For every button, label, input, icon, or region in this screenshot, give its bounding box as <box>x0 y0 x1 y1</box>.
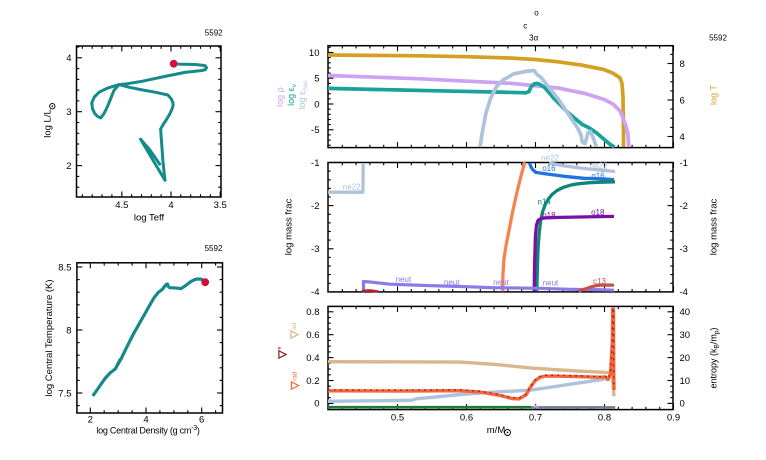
svg-text:0: 0 <box>680 399 685 410</box>
svg-text:o16: o16 <box>591 171 605 180</box>
svg-text:-3: -3 <box>680 244 688 255</box>
svg-text:*: * <box>276 346 286 350</box>
svg-text:entropy (kB/mp): entropy (kB/mp) <box>709 328 721 389</box>
svg-text:-2: -2 <box>680 201 688 212</box>
svg-text:log T: log T <box>709 85 719 105</box>
svg-text:-1: -1 <box>680 158 688 169</box>
svg-text:-3: -3 <box>311 244 319 255</box>
svg-text:30: 30 <box>680 330 691 341</box>
svg-text:ad: ad <box>291 322 298 330</box>
svg-text:0.4: 0.4 <box>306 353 319 364</box>
svg-text:20: 20 <box>680 353 691 364</box>
svg-text:c13: c13 <box>593 277 606 286</box>
svg-text:log Central Temperature (K): log Central Temperature (K) <box>44 279 55 396</box>
svg-text:3α: 3α <box>529 33 538 42</box>
svg-text:-2: -2 <box>311 201 319 212</box>
svg-text:5592: 5592 <box>205 28 223 37</box>
svg-text:o: o <box>534 8 539 17</box>
svg-text:o16: o16 <box>542 164 556 173</box>
svg-text:c: c <box>523 22 527 31</box>
svg-text:log Teff: log Teff <box>134 213 165 224</box>
svg-text:ne22: ne22 <box>541 154 559 163</box>
svg-text:neut: neut <box>493 278 509 287</box>
svg-text:4: 4 <box>680 132 685 143</box>
svg-text:neut: neut <box>444 278 460 287</box>
svg-text:0.7: 0.7 <box>529 413 542 424</box>
svg-text:m/M: m/M <box>487 425 506 436</box>
svg-text:0: 0 <box>314 399 319 410</box>
svg-text:neut: neut <box>543 279 559 288</box>
svg-text:o18: o18 <box>591 208 605 217</box>
svg-text:5: 5 <box>314 74 319 85</box>
svg-text:4: 4 <box>168 200 173 211</box>
svg-text:-5: -5 <box>311 125 319 136</box>
svg-text:5592: 5592 <box>709 33 727 42</box>
svg-text:0: 0 <box>314 99 319 110</box>
svg-text:10: 10 <box>309 48 320 59</box>
svg-text:4.5: 4.5 <box>115 200 128 211</box>
svg-text:0.8: 0.8 <box>598 413 611 424</box>
svg-text:log ρ: log ρ <box>275 87 285 107</box>
svg-text:o18: o18 <box>542 211 556 220</box>
svg-text:7.5: 7.5 <box>58 388 71 399</box>
svg-text:2: 2 <box>66 161 71 172</box>
svg-text:0.5: 0.5 <box>391 413 404 424</box>
svg-text:log L/L: log L/L <box>43 109 54 138</box>
svg-text:ne22: ne22 <box>343 183 361 192</box>
svg-text:log Central Density (g cm-3): log Central Density (g cm-3) <box>96 425 200 436</box>
svg-text:-4: -4 <box>680 287 688 298</box>
svg-text:n14: n14 <box>538 198 552 207</box>
svg-text:-1: -1 <box>311 158 319 169</box>
svg-text:40: 40 <box>680 307 691 318</box>
svg-text:5592: 5592 <box>205 244 223 253</box>
svg-text:4: 4 <box>143 415 148 426</box>
svg-text:3: 3 <box>66 107 71 118</box>
svg-text:log mass frac: log mass frac <box>709 199 720 256</box>
svg-text:4: 4 <box>66 53 71 64</box>
svg-text:0.2: 0.2 <box>306 376 319 387</box>
svg-text:8.5: 8.5 <box>58 262 71 273</box>
svg-text:0.6: 0.6 <box>460 413 473 424</box>
svg-text:log εν: log εν <box>286 84 298 106</box>
svg-text:8: 8 <box>680 59 685 70</box>
svg-text:10: 10 <box>680 376 691 387</box>
svg-text:ne22: ne22 <box>590 162 608 171</box>
svg-text:3.5: 3.5 <box>214 200 227 211</box>
svg-text:log mass frac: log mass frac <box>284 199 295 256</box>
svg-text:neut: neut <box>396 275 412 284</box>
svg-text:0.8: 0.8 <box>306 307 319 318</box>
svg-text:0.6: 0.6 <box>306 330 319 341</box>
svg-text:rad: rad <box>292 371 299 381</box>
svg-text:0.9: 0.9 <box>667 413 680 424</box>
svg-text:6: 6 <box>199 415 204 426</box>
svg-text:8: 8 <box>66 325 71 336</box>
svg-text:-4: -4 <box>311 287 319 298</box>
svg-text:2: 2 <box>88 415 93 426</box>
svg-text:6: 6 <box>680 95 685 106</box>
